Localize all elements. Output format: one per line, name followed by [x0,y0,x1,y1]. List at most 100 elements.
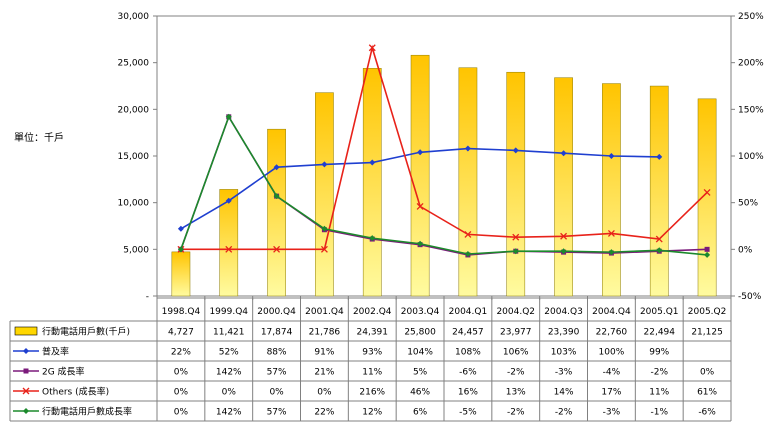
data-label: 11,421 [213,328,245,338]
point-mark [417,240,424,247]
data-label: 23,977 [500,328,532,338]
point-mark [321,161,328,168]
point-mark [369,159,376,166]
data-label: 21,786 [309,328,341,338]
category-label: 2001.Q4 [305,307,344,317]
data-label: 108% [455,348,481,358]
right-tick-label: 100% [738,152,764,162]
data-label: 24,457 [452,328,484,338]
category-label: 2004.Q1 [449,307,488,317]
data-label: 93% [362,348,382,358]
bar-mark [697,98,717,297]
data-label: -4% [603,368,621,378]
series-line [180,114,708,256]
legend-label: 2G 成長率 [42,366,85,378]
point-mark [464,251,471,257]
bar-mark [315,92,334,297]
data-label: 88% [267,348,287,358]
data-label: 0% [222,388,237,398]
point-mark [607,230,615,237]
data-label: 21% [314,368,334,378]
point-mark [655,235,663,243]
data-label: 22% [171,348,191,358]
bar-mark [362,68,382,297]
point-mark [512,233,520,241]
data-label: 99% [649,348,669,358]
data-label: 216% [359,388,385,398]
left-tick-label: 20,000 [118,105,150,115]
data-label: 46% [410,388,430,398]
unit-label: 單位：千戶 [14,133,64,144]
left-tick-label: 25,000 [118,59,150,69]
point-mark [560,232,568,240]
data-label: 17% [601,388,621,398]
point-mark [417,149,424,156]
data-label: 0% [700,368,715,378]
right-tick-label: 250% [738,12,764,22]
bar-mark [171,251,191,297]
data-label: 142% [216,368,242,378]
category-label: 2005.Q2 [688,307,727,317]
data-label: 6% [413,408,428,418]
data-label: -2% [507,368,525,378]
data-label: 52% [219,348,239,358]
bar-mark [410,54,430,297]
bar-mark [649,85,669,297]
legend-label: Others (成長率) [42,386,109,398]
data-label: 0% [174,368,189,378]
left-tick-label: - [146,292,149,302]
point-mark [656,153,663,160]
data-label: 91% [314,348,334,358]
data-label: 12% [362,408,382,418]
category-label: 2004.Q2 [496,307,535,317]
data-label: 61% [697,388,717,398]
legend-label: 行動電話用戶數(千戶) [42,326,130,338]
data-label: 142% [216,408,242,418]
point-mark [225,245,233,253]
bar-mark [506,71,526,297]
data-label: -3% [555,368,573,378]
data-label: 24,391 [357,328,389,338]
data-label: -3% [603,408,621,418]
point-mark [320,245,328,253]
point-mark [512,248,519,255]
data-label: -1% [650,408,668,418]
point-mark [225,113,232,120]
point-mark [608,249,615,256]
point-mark [416,202,424,210]
data-label: 57% [267,368,287,378]
right-tick-label: 150% [738,105,764,115]
data-label: 106% [503,348,529,358]
point-mark [23,368,29,374]
point-mark [368,44,376,52]
left-tick-label: 5,000 [123,245,149,255]
legend-label: 普及率 [42,346,69,358]
data-label: 25,800 [404,328,436,338]
data-label: 0% [174,388,189,398]
point-mark [464,230,472,238]
data-label: 14% [554,388,574,398]
bar-mark [602,83,621,297]
point-mark [704,246,710,252]
category-label: 2005.Q1 [640,307,679,317]
data-label: -5% [459,408,477,418]
point-mark [225,197,232,204]
data-label: 0% [317,388,332,398]
data-label: 21,125 [691,328,723,338]
data-label: 22,760 [596,328,628,338]
point-mark [23,408,29,414]
data-label: 100% [599,348,625,358]
point-mark [608,153,615,159]
data-label: -6% [698,408,716,418]
category-label: 2004.Q4 [592,307,631,317]
data-label: 103% [551,348,577,358]
point-mark [704,251,711,258]
point-mark [273,193,280,200]
point-mark [273,245,281,253]
data-label: 57% [267,408,287,418]
legend-label: 行動電話用戶數成長率 [42,406,132,418]
data-label: -2% [555,408,573,418]
data-label: -2% [507,408,525,418]
left-tick-label: 30,000 [118,12,150,22]
